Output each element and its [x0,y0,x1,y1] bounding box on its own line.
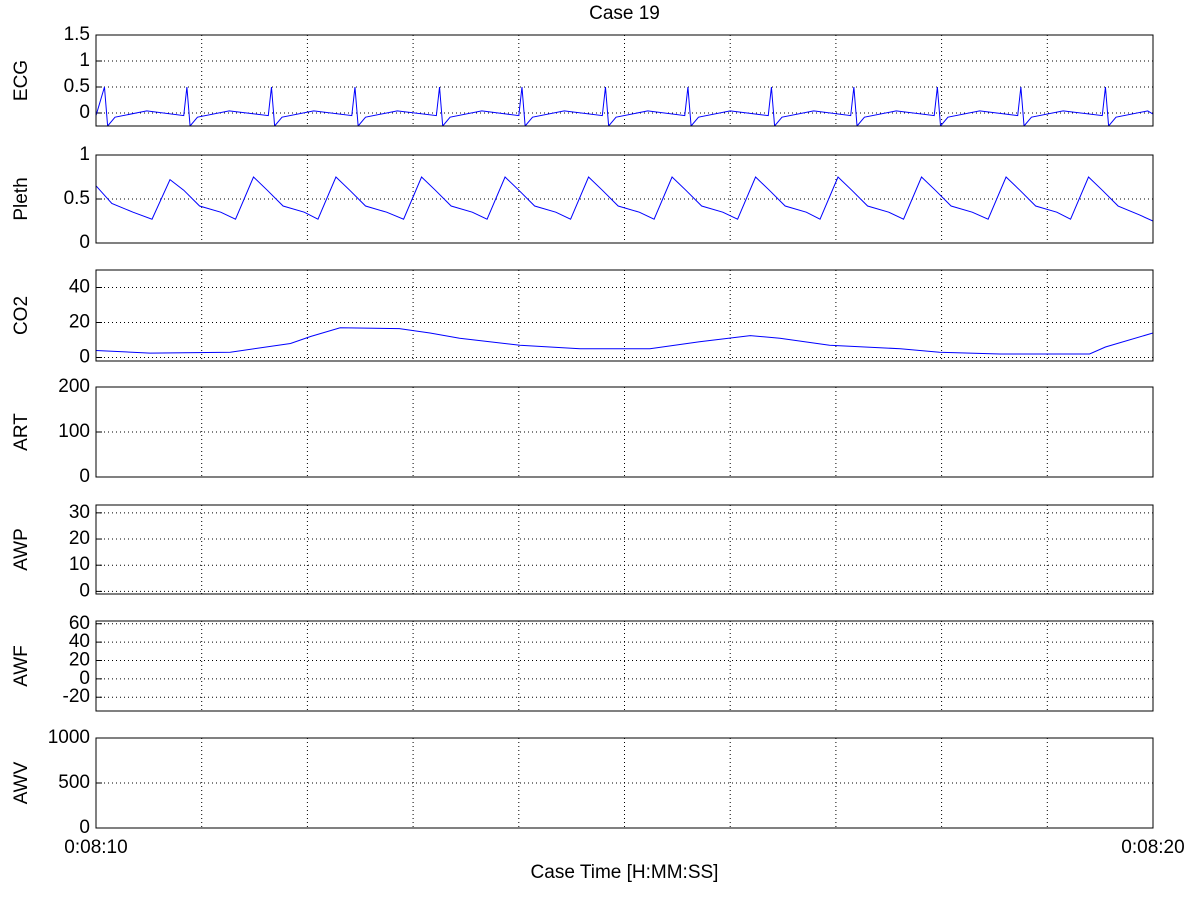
y-tick-label: 0 [79,668,90,689]
plot-area [96,35,1153,126]
series-line [96,327,1153,355]
x-tick-label: 0:08:10 [64,837,127,858]
y-tick-label: 20 [69,312,90,333]
y-tick-label: 0 [79,347,90,368]
plot-lines [96,176,1153,222]
y-tick-label: 40 [69,277,90,298]
axes-box [95,504,1154,595]
y-tick-label: 500 [58,772,90,793]
y-tick-label: 20 [69,528,90,549]
y-tick-label: 10 [69,554,90,575]
axes-box [95,34,1154,127]
y-axis-label: AWV [11,761,32,804]
y-tick-label: 1 [79,144,90,165]
y-axis-label: CO2 [11,296,32,335]
y-tick-label: 0 [79,102,90,123]
y-tick-label: 0 [79,466,90,487]
plot-lines [96,86,1153,126]
plot-lines [96,327,1153,355]
series-line [96,176,1153,222]
y-tick-label: -20 [63,686,90,707]
axes-box [95,154,1154,244]
y-tick-label: 20 [69,650,90,671]
x-tick-label: 0:08:20 [1121,837,1184,858]
y-axis-label: ART [11,413,32,451]
y-tick-label: 0 [79,232,90,253]
y-tick-label: 0 [79,817,90,838]
y-tick-label: 0.5 [64,188,90,209]
chart-title: Case 19 [589,3,660,24]
axes-box [95,386,1154,478]
y-tick-label: 0 [79,580,90,601]
axes-box [95,269,1154,362]
y-tick-label: 1 [79,50,90,71]
axes-box [95,737,1154,829]
y-axis-label: AWP [11,528,32,571]
y-tick-label: 0.5 [64,76,90,97]
axes-box [95,620,1154,712]
y-axis-label: ECG [11,60,32,101]
y-axis-label: Pleth [11,177,32,220]
y-tick-label: 1000 [48,727,90,748]
series-line [96,86,1153,126]
y-tick-label: 60 [69,613,90,634]
y-tick-label: 30 [69,502,90,523]
x-axis-label: Case Time [H:MM:SS] [531,862,719,883]
y-axis-label: AWF [11,645,32,687]
y-tick-label: 200 [58,376,90,397]
y-tick-label: 1.5 [64,24,90,45]
y-tick-label: 100 [58,421,90,442]
y-tick-label: 40 [69,631,90,652]
plot-area [96,270,1153,361]
